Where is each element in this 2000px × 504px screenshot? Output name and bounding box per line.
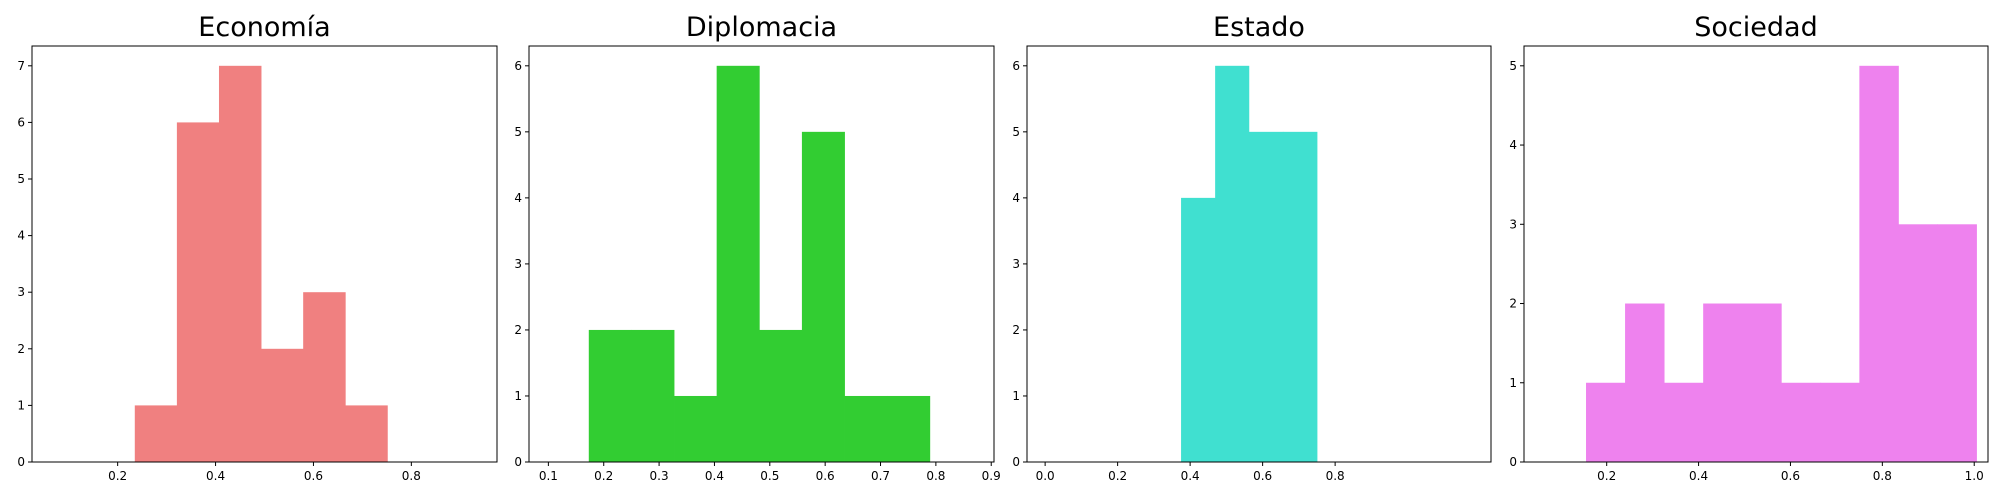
bar <box>345 405 388 462</box>
chart-title: Sociedad <box>1694 12 1817 43</box>
bar <box>1703 303 1743 462</box>
bar <box>1282 131 1318 462</box>
x-tick-label: 0.4 <box>206 469 225 483</box>
x-tick-label: 0.6 <box>1781 469 1800 483</box>
bar <box>631 329 675 462</box>
axes-frame <box>1523 45 1989 463</box>
y-tick-label: 7 <box>17 59 25 73</box>
bar <box>1664 382 1704 462</box>
chart-panel-2: 0 1 2 3 4 5 6 0.1 0.2 0.3 0.4 0.5 0.6 0.7 0.8 0.9 Diplom… <box>514 12 1000 483</box>
y-tick-label: 3 <box>514 257 522 271</box>
x-tick-label: 1.0 <box>1965 469 1984 483</box>
x-tick-label: 0.2 <box>108 469 127 483</box>
y-tick-label: 1 <box>1509 376 1517 390</box>
x-tick-label: 0.4 <box>705 469 724 483</box>
y-tick-label: 2 <box>514 323 522 337</box>
x-tick-label: 0.6 <box>304 469 323 483</box>
y-tick-label: 0 <box>17 455 25 469</box>
bar <box>218 65 262 462</box>
y-tick-label: 2 <box>17 342 25 356</box>
y-tick-label: 2 <box>1012 323 1020 337</box>
x-tick-label: 0.4 <box>1181 469 1200 483</box>
axes-frame <box>528 45 995 463</box>
x-tick-label: 0.8 <box>402 469 421 483</box>
y-tick-label: 1 <box>17 398 25 412</box>
y-tick-label: 2 <box>1509 297 1517 311</box>
x-tick-label: 0.8 <box>1873 469 1892 483</box>
y-tick-label: 6 <box>1012 59 1020 73</box>
y-tick-label: 3 <box>1509 217 1517 231</box>
x-tick-label: 0.8 <box>926 469 945 483</box>
x-tick-label: 0.3 <box>650 469 669 483</box>
x-tick-label: 0.2 <box>1597 469 1616 483</box>
y-tick-label: 5 <box>17 172 25 186</box>
y-tick-label: 4 <box>514 191 522 205</box>
chart-panel-1: 0 1 2 3 4 5 6 7 0.2 0.4 0.6 0.8 Economía <box>17 12 498 483</box>
x-tick-label: 0.9 <box>982 469 1001 483</box>
bar <box>1781 382 1821 462</box>
bar <box>1625 303 1665 462</box>
y-tick-label: 4 <box>1012 191 1020 205</box>
chart-panel-3: 0 1 2 3 4 5 6 0.0 0.2 0.4 0.6 0.8 Estado <box>1012 12 1492 483</box>
y-tick-label: 5 <box>514 125 522 139</box>
axes-frame <box>31 45 498 463</box>
bar <box>1937 224 1977 462</box>
x-tick-label: 0.0 <box>1036 469 1055 483</box>
x-tick-label: 0.1 <box>539 469 558 483</box>
y-tick-label: 1 <box>514 389 522 403</box>
x-tick-label: 0.2 <box>1108 469 1127 483</box>
bar <box>1215 65 1250 462</box>
y-tick-label: 4 <box>17 229 25 243</box>
chart-panel-4: 0 1 2 3 4 5 0.2 0.4 0.6 0.8 1.0 Sociedad <box>1509 12 1989 483</box>
y-tick-label: 5 <box>1509 59 1517 73</box>
bar <box>887 395 931 462</box>
y-tick-label: 3 <box>1012 257 1020 271</box>
bar <box>303 292 346 462</box>
bar <box>1586 382 1626 462</box>
y-tick-label: 3 <box>17 285 25 299</box>
bar <box>176 122 220 462</box>
x-tick-label: 0.7 <box>871 469 890 483</box>
y-tick-label: 6 <box>17 115 25 129</box>
y-tick-label: 0 <box>1012 455 1020 469</box>
x-tick-label: 0.4 <box>1689 469 1708 483</box>
bar <box>674 395 718 462</box>
chart-title: Economía <box>198 12 330 43</box>
axes-frame <box>1026 45 1492 463</box>
y-tick-label: 0 <box>1509 455 1517 469</box>
bar <box>1898 224 1938 462</box>
bar <box>844 395 888 462</box>
x-tick-label: 0.6 <box>816 469 835 483</box>
y-tick-label: 5 <box>1012 125 1020 139</box>
y-tick-label: 6 <box>514 59 522 73</box>
x-tick-label: 0.6 <box>1253 469 1272 483</box>
bar <box>588 329 632 462</box>
bar <box>261 348 304 462</box>
x-tick-label: 0.5 <box>760 469 779 483</box>
chart-title: Estado <box>1213 12 1305 43</box>
bar <box>1181 197 1216 462</box>
bar <box>134 405 178 462</box>
bar <box>1859 65 1899 462</box>
bar <box>1742 303 1782 462</box>
y-tick-label: 4 <box>1509 138 1517 152</box>
x-tick-label: 0.8 <box>1326 469 1345 483</box>
bar <box>801 131 845 462</box>
bar <box>1820 382 1860 462</box>
y-tick-label: 0 <box>514 455 522 469</box>
bar <box>716 65 760 462</box>
chart-title: Diplomacia <box>686 12 837 43</box>
x-tick-label: 0.2 <box>594 469 613 483</box>
y-tick-label: 1 <box>1012 389 1020 403</box>
bar <box>1248 131 1284 462</box>
bar <box>759 329 803 462</box>
